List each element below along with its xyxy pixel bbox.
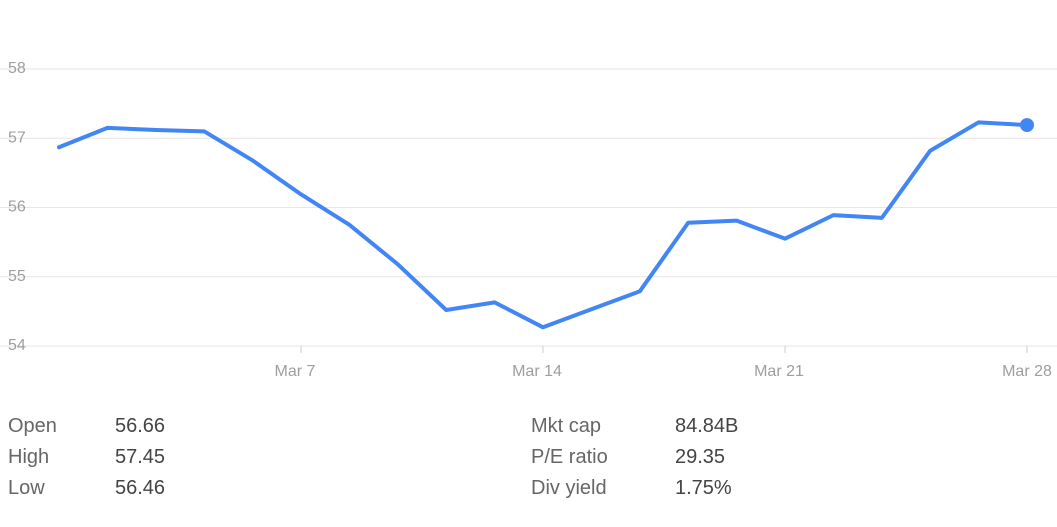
stat-value: 1.75%: [675, 477, 732, 499]
stat-label: Low: [8, 477, 45, 499]
last-point: [1020, 118, 1034, 133]
y-tick-label: 55: [8, 268, 26, 285]
y-tick-label: 57: [8, 129, 26, 146]
y-tick-label: 58: [8, 60, 26, 77]
stat-value: 29.35: [675, 446, 726, 468]
y-tick-label: 56: [8, 199, 26, 216]
stat-label: Mkt cap: [531, 415, 602, 437]
chart: 54 55 56 57 58 Mar 7 Mar 14 Mar 21 Mar 28: [0, 60, 1057, 380]
stat-value: 56.46: [115, 477, 166, 499]
x-tick-label: Mar 28: [1002, 363, 1052, 380]
stat-label: Div yield: [531, 477, 607, 499]
price-line: [57, 120, 1029, 330]
stat-label: P/E ratio: [531, 446, 608, 468]
stat-value: 84.84B: [675, 415, 739, 437]
x-tick-label: Mar 7: [275, 363, 316, 380]
stat-label: Open: [8, 415, 57, 437]
x-tick-label: Mar 21: [754, 363, 804, 380]
stat-value: 57.45: [115, 446, 166, 468]
stat-value: 56.66: [115, 415, 166, 437]
x-tick-label: Mar 14: [512, 363, 562, 380]
stat-label: High: [8, 446, 50, 468]
y-tick-label: 54: [8, 337, 26, 354]
